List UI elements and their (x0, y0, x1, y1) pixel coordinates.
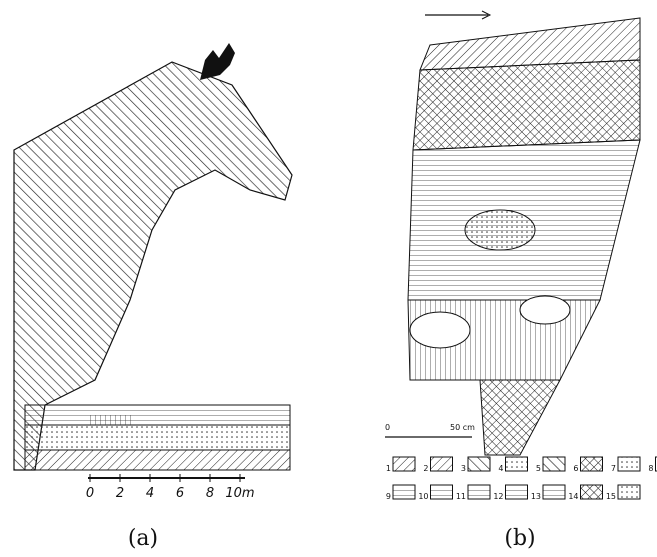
legend-label: 13 (531, 492, 541, 501)
legend-swatch (581, 457, 603, 471)
legend-label: 10 (418, 492, 428, 501)
scale-label: 8 (206, 486, 214, 501)
legend-swatch (618, 485, 640, 499)
legend-swatch (506, 485, 528, 499)
legend-swatch (468, 457, 490, 471)
legend-label: 1 (386, 464, 391, 473)
legend-label: 6 (573, 464, 578, 473)
scale-label: 0 (86, 486, 94, 501)
legend-swatch (506, 457, 528, 471)
legend-swatch (393, 485, 415, 499)
panel-a: 0 2 4 6 8 10m (a) (14, 43, 292, 551)
scale-label: 2 (116, 486, 124, 501)
block (520, 296, 570, 324)
layer (25, 405, 290, 425)
scale-label: 50 cm (450, 423, 475, 432)
block (410, 312, 470, 348)
tree (200, 43, 235, 80)
layer (25, 425, 290, 450)
stratum (413, 60, 640, 150)
legend-label: 15 (606, 492, 616, 501)
scale-label: 0 (385, 423, 390, 432)
legend-swatch (581, 485, 603, 499)
legend-label: 5 (536, 464, 541, 473)
legend-swatch (468, 485, 490, 499)
panel-label: (a) (128, 526, 158, 551)
legend-label: 14 (568, 492, 578, 501)
scale-label: 4 (146, 486, 154, 501)
legend-label: 7 (611, 464, 616, 473)
legend-label: 2 (423, 464, 428, 473)
stratum (480, 380, 560, 455)
scale-label: 6 (176, 486, 184, 501)
legend-swatch (543, 485, 565, 499)
panel-label: (b) (504, 526, 535, 551)
legend-label: 4 (498, 464, 503, 473)
legend-swatch (393, 457, 415, 471)
legend-swatch (431, 485, 453, 499)
legend-label: 12 (493, 492, 503, 501)
legend-swatch (543, 457, 565, 471)
legend-swatch (431, 457, 453, 471)
scale-label: 10m (225, 486, 254, 501)
legend-label: 11 (456, 492, 466, 501)
figure: 0246810m (a) 0 50 cm 1234567891011121314… (0, 0, 657, 557)
layer (25, 450, 290, 470)
legend-label: 9 (386, 492, 391, 501)
layer (90, 415, 135, 425)
legend-label: 8 (648, 464, 653, 473)
legend-swatch (618, 457, 640, 471)
block (465, 210, 535, 250)
legend-label: 3 (461, 464, 466, 473)
